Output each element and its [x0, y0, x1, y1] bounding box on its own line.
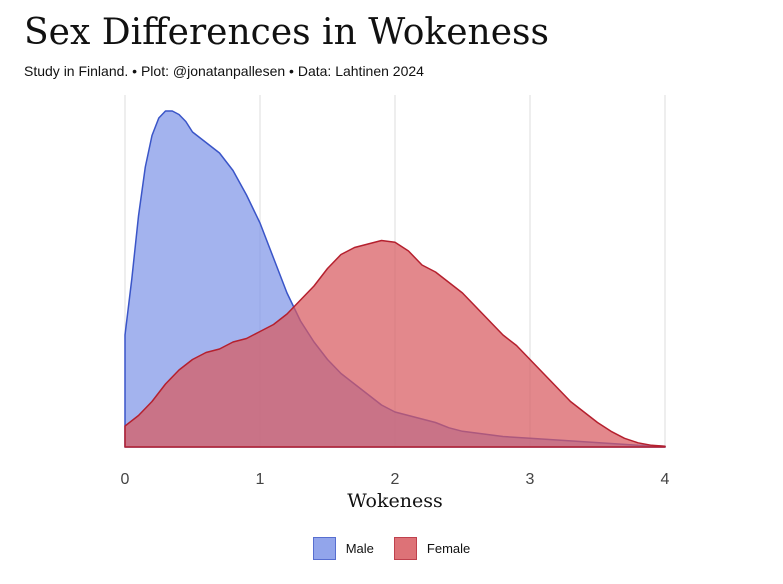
- x-tick-label-4: 4: [661, 471, 670, 488]
- x-axis-title: Wokeness: [347, 490, 442, 512]
- x-tick-label-0: 0: [121, 471, 130, 488]
- x-tick-label-1: 1: [256, 471, 265, 488]
- density-area-female: [124, 239, 666, 448]
- legend-swatch-female: [393, 537, 417, 560]
- tick-label-layer: 0 1 2 3 4: [121, 471, 670, 488]
- legend-label-female: Female: [426, 541, 471, 556]
- legend-swatch-male: [312, 537, 336, 560]
- legend-item-female: Female: [393, 537, 471, 560]
- x-tick-label-3: 3: [526, 471, 535, 488]
- area-layer: [124, 110, 666, 448]
- legend: Male Female: [0, 537, 783, 560]
- legend-item-male: Male: [312, 537, 374, 560]
- chart-title: Sex Differences in Wokeness: [24, 12, 549, 53]
- chart-subtitle: Study in Finland. • Plot: @jonatanpalles…: [24, 63, 424, 79]
- x-tick-label-2: 2: [391, 471, 400, 488]
- legend-label-male: Male: [345, 541, 374, 556]
